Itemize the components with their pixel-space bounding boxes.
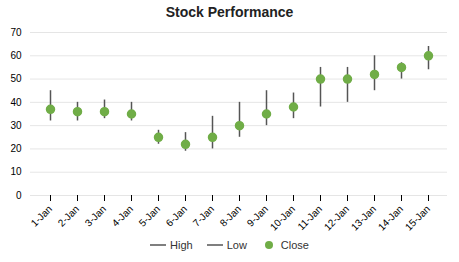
html-text:Low: Low [226,239,247,251]
svg-text:10: 10 [10,166,22,177]
svg-text:15-Jan: 15-Jan [403,203,432,232]
svg-text:10-Jan: 10-Jan [268,203,297,232]
svg-text:30: 30 [10,120,22,131]
svg-text:20: 20 [10,143,22,154]
svg-text:2-Jan: 2-Jan [56,203,81,228]
svg-text:70: 70 [10,27,22,38]
svg-text:40: 40 [10,97,22,108]
html-text:Close: Close [280,239,309,251]
svg-text:12-Jan: 12-Jan [322,203,351,232]
html-text:Stock Performance: Stock Performance [165,4,294,20]
svg-text:1-Jan: 1-Jan [29,203,54,228]
svg-text:5-Jan: 5-Jan [137,203,162,228]
svg-text:50: 50 [10,73,22,84]
svg-text:3-Jan: 3-Jan [83,203,108,228]
svg-text:9-Jan: 9-Jan [245,203,270,228]
svg-text:14-Jan: 14-Jan [376,203,405,232]
svg-text:7-Jan: 7-Jan [191,203,216,228]
svg-text:13-Jan: 13-Jan [349,203,378,232]
svg-text:4-Jan: 4-Jan [110,203,135,228]
svg-text:8-Jan: 8-Jan [218,203,243,228]
html-text:High: High [170,239,193,251]
svg-text:6-Jan: 6-Jan [164,203,189,228]
svg-text:11-Jan: 11-Jan [295,203,324,232]
svg-text:60: 60 [10,50,22,61]
svg-text:0: 0 [16,190,22,201]
